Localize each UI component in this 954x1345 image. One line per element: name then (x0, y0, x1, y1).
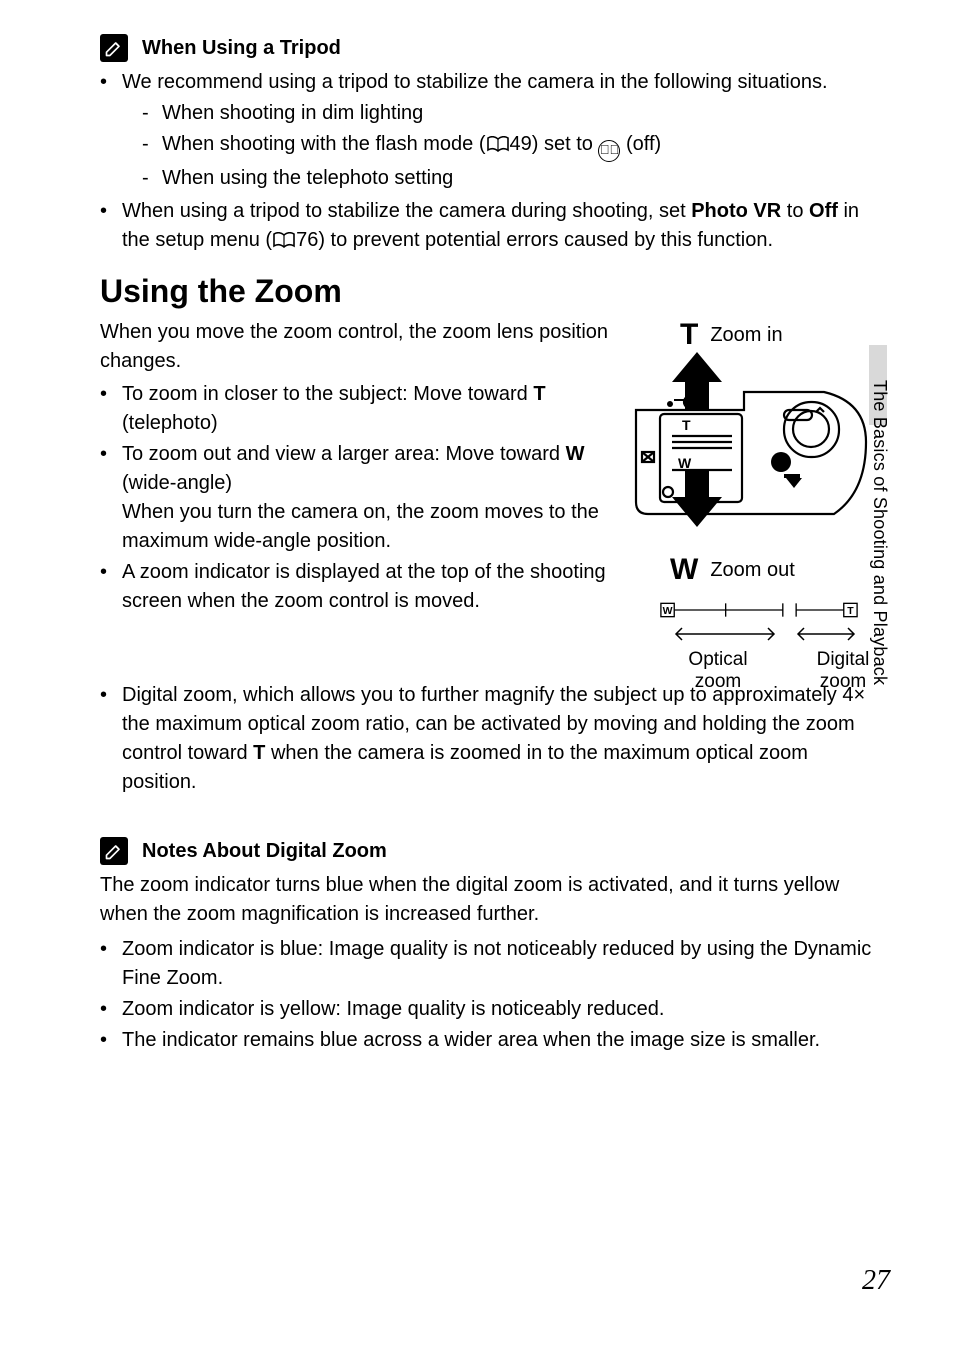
text: We recommend using a tripod to stabilize… (122, 71, 828, 93)
manual-page: The Basics of Shooting and Playback 27 W… (0, 0, 954, 1345)
list-item: When using a tripod to stabilize the cam… (100, 197, 884, 255)
list-item: When shooting in dim lighting (122, 99, 884, 128)
text: When using a tripod to stabilize the cam… (122, 200, 691, 222)
text: When shooting with the flash mode ( (162, 133, 486, 155)
svg-text:?: ? (688, 398, 694, 409)
zoom-figure: T Zoom in (634, 318, 884, 693)
figure-w-label: W (670, 553, 698, 587)
figure-zoom-in-label: Zoom in (710, 318, 782, 347)
zoom-intro: When you move the zoom control, the zoom… (100, 318, 614, 376)
text: When you turn the camera on, the zoom mo… (122, 498, 614, 556)
pencil-note-icon (100, 34, 128, 62)
text: To zoom in closer to the subject: Move t… (122, 383, 533, 405)
digital-zoom-bullets: Zoom indicator is blue: Image quality is… (100, 935, 884, 1055)
list-item: To zoom in closer to the subject: Move t… (100, 380, 614, 438)
text: 76) to prevent potential errors caused b… (296, 229, 773, 251)
tripod-note-title: When Using a Tripod (142, 37, 341, 60)
tripod-dash-list: When shooting in dim lighting When shoot… (122, 99, 884, 193)
text: (off) (620, 133, 661, 155)
list-item: Zoom indicator is yellow: Image quality … (100, 995, 884, 1024)
zoom-section-row: When you move the zoom control, the zoom… (100, 318, 884, 693)
book-reference-icon (486, 136, 510, 152)
zoom-range-arrows (654, 624, 864, 644)
wide-w-glyph: W (566, 443, 585, 465)
digital-zoom-paragraph: The zoom indicator turns blue when the d… (100, 871, 884, 929)
svg-text:W: W (678, 455, 692, 471)
zoom-bullets-continued: Digital zoom, which allows you to furthe… (100, 681, 884, 797)
list-item: We recommend using a tripod to stabilize… (100, 68, 884, 193)
zoom-indicator-diagram: W T Optical (634, 601, 884, 693)
text: 49) set to (510, 133, 599, 155)
list-item: To zoom out and view a larger area: Move… (100, 440, 614, 556)
telephoto-t-glyph: T (253, 742, 265, 764)
figure-zoom-out-label: Zoom out (710, 553, 794, 582)
bar-w: W (663, 606, 673, 617)
pencil-note-icon (100, 837, 128, 865)
list-item: When shooting with the flash mode ( 49) s… (122, 130, 884, 162)
tripod-note-header: When Using a Tripod (100, 34, 884, 62)
digital-zoom-note-header: Notes About Digital Zoom (100, 837, 884, 865)
text: (wide-angle) (122, 472, 232, 494)
using-zoom-heading: Using the Zoom (100, 273, 884, 310)
text-bold: Photo VR (691, 200, 781, 222)
digital-zoom-note-title: Notes About Digital Zoom (142, 840, 387, 863)
list-item: A zoom indicator is displayed at the top… (100, 558, 614, 616)
camera-top-illustration: ? T W (634, 352, 884, 552)
list-item: When using the telephoto setting (122, 164, 884, 193)
book-reference-icon (272, 232, 296, 248)
text-bold: Off (809, 200, 838, 222)
tripod-bullets: We recommend using a tripod to stabilize… (100, 68, 884, 255)
text: (telephoto) (122, 412, 218, 434)
flash-off-icon: ⚡⃠ (598, 140, 620, 162)
telephoto-t-glyph: T (533, 383, 545, 405)
list-item: Digital zoom, which allows you to furthe… (100, 681, 884, 797)
text: to (781, 200, 809, 222)
figure-t-label: T (680, 318, 698, 352)
text: To zoom out and view a larger area: Move… (122, 443, 566, 465)
svg-text:T: T (682, 417, 691, 433)
page-number: 27 (862, 1265, 890, 1297)
zoom-bullets: To zoom in closer to the subject: Move t… (100, 380, 614, 616)
bar-t: T (847, 606, 854, 617)
list-item: The indicator remains blue across a wide… (100, 1026, 884, 1055)
zoom-text-column: When you move the zoom control, the zoom… (100, 318, 614, 693)
list-item: Zoom indicator is blue: Image quality is… (100, 935, 884, 993)
